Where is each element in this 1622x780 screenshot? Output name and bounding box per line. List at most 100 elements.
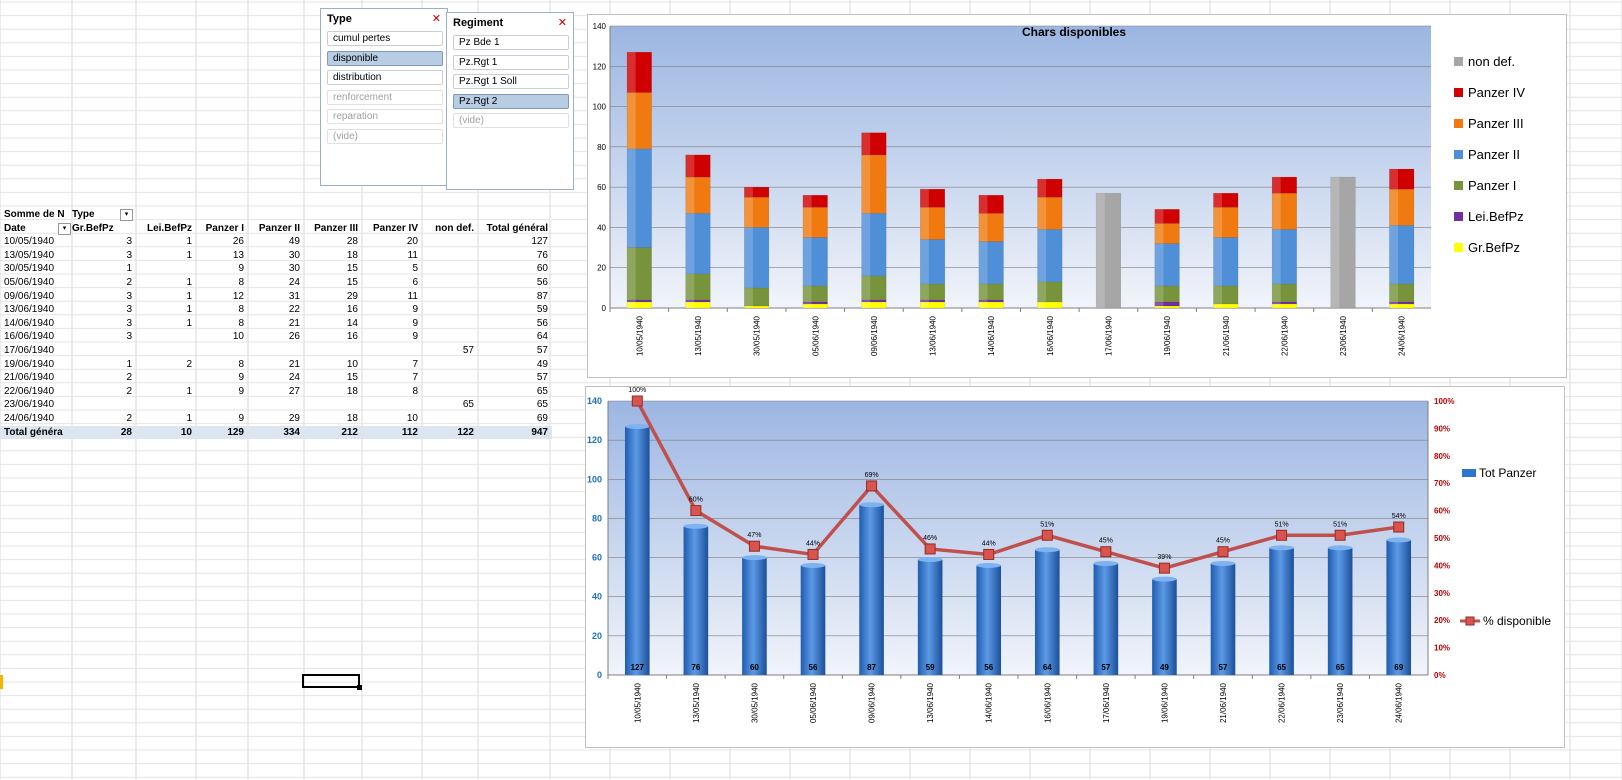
pivot-row-label[interactable]: 22/06/1940: [4, 385, 55, 397]
pivot-value-cell[interactable]: 13: [232, 249, 244, 261]
pivot-value-label[interactable]: Somme de N: [4, 209, 65, 220]
pivot-value-cell[interactable]: 16: [346, 331, 358, 343]
pivot-value-cell[interactable]: 59: [536, 304, 548, 316]
pivot-value-cell[interactable]: 69: [536, 413, 548, 424]
slicer-item[interactable]: Pz.Rgt 1: [453, 54, 569, 70]
pivot-row-field[interactable]: Date: [4, 222, 26, 234]
pivot-value-cell[interactable]: 27: [288, 385, 300, 397]
pivot-value-cell[interactable]: 9: [238, 372, 244, 384]
pivot-value-cell[interactable]: 8: [238, 277, 244, 288]
pivot-value-cell[interactable]: 24: [288, 277, 300, 288]
pivot-value-cell[interactable]: 2: [186, 358, 192, 370]
pivot-value-cell[interactable]: 3: [126, 249, 132, 261]
pivot-value-cell[interactable]: [136, 371, 192, 384]
pivot-row-label[interactable]: 30/05/1940: [4, 263, 55, 275]
pivot-value-cell[interactable]: 1: [186, 249, 192, 261]
pivot-value-cell[interactable]: 11: [407, 290, 418, 302]
pivot-value-cell[interactable]: [362, 344, 418, 357]
pivot-value-cell[interactable]: [422, 371, 474, 384]
pivot-row-label[interactable]: 05/06/1940: [4, 277, 55, 288]
pivot-value-cell[interactable]: [422, 262, 474, 275]
tot-panzer-chart[interactable]: 0 20 40 60 80 100 120 140 0% 10% 20% 30% 40% 50% 60% 70…: [585, 386, 1565, 748]
sort-dropdown-icon[interactable]: ▾: [58, 222, 71, 235]
pivot-value-cell[interactable]: 2: [126, 413, 132, 424]
pivot-value-cell[interactable]: [422, 235, 474, 248]
pivot-total-cell[interactable]: 28: [120, 426, 132, 438]
pivot-column-header[interactable]: Total général: [486, 222, 549, 234]
slicer-item[interactable]: Pz Bde 1: [453, 35, 569, 50]
pivot-value-cell[interactable]: [422, 330, 474, 343]
pivot-value-cell[interactable]: 31: [288, 290, 300, 302]
pivot-value-cell[interactable]: [136, 330, 192, 343]
pivot-value-cell[interactable]: 5: [412, 263, 418, 275]
pivot-value-cell[interactable]: 1: [186, 317, 192, 329]
pivot-row-label[interactable]: 16/06/1940: [4, 331, 55, 343]
slicer-item[interactable]: (vide): [327, 128, 443, 144]
pivot-value-cell[interactable]: 3: [126, 317, 132, 329]
pivot-value-cell[interactable]: 49: [288, 236, 300, 248]
pivot-row-label[interactable]: 23/06/1940: [4, 399, 55, 411]
pivot-total-cell[interactable]: 212: [341, 426, 358, 438]
slicer-item[interactable]: Pz.Rgt 2: [453, 93, 569, 109]
pivot-value-cell[interactable]: 1: [186, 236, 192, 248]
pivot-value-cell[interactable]: 7: [412, 372, 418, 384]
pivot-value-cell[interactable]: [362, 398, 418, 411]
pivot-value-cell[interactable]: 22: [288, 304, 300, 316]
pivot-value-cell[interactable]: 1: [186, 385, 192, 397]
pivot-value-cell[interactable]: 65: [462, 399, 474, 411]
active-cell[interactable]: [302, 674, 360, 688]
pivot-value-cell[interactable]: 8: [238, 304, 244, 316]
pivot-value-cell[interactable]: [136, 262, 192, 275]
pivot-row-label[interactable]: 09/06/1940: [4, 290, 55, 302]
pivot-value-cell[interactable]: 26: [232, 236, 244, 248]
pivot-value-cell[interactable]: 65: [536, 399, 548, 411]
pivot-column-header[interactable]: Panzer IV: [372, 222, 418, 234]
pivot-value-cell[interactable]: 64: [536, 331, 548, 343]
pivot-column-header[interactable]: Panzer III: [314, 222, 358, 234]
pivot-value-cell[interactable]: 1: [186, 277, 192, 288]
pivot-value-cell[interactable]: [304, 398, 358, 411]
pivot-value-cell[interactable]: [422, 303, 474, 316]
pivot-value-cell[interactable]: 21: [288, 358, 300, 370]
pivot-column-header[interactable]: Panzer I: [205, 222, 244, 234]
pivot-value-cell[interactable]: [422, 249, 474, 262]
pivot-value-cell[interactable]: [422, 290, 474, 303]
pivot-total-cell[interactable]: 129: [227, 426, 244, 438]
pivot-row-label[interactable]: 17/06/1940: [4, 345, 55, 356]
pivot-value-cell[interactable]: 28: [346, 236, 358, 248]
pivot-value-cell[interactable]: 1: [186, 413, 192, 424]
slicer-item[interactable]: reparation: [327, 109, 443, 124]
pivot-row-label[interactable]: 10/05/1940: [4, 236, 55, 248]
pivot-value-cell[interactable]: [248, 398, 300, 411]
pivot-value-cell[interactable]: [304, 344, 358, 357]
pivot-value-cell[interactable]: 15: [346, 277, 358, 288]
pivot-value-cell[interactable]: [136, 344, 192, 357]
clear-filter-icon[interactable]: ✕: [557, 17, 567, 29]
pivot-value-cell[interactable]: 57: [462, 345, 474, 356]
pivot-value-cell[interactable]: 6: [412, 277, 418, 288]
pivot-total-cell[interactable]: 112: [401, 426, 418, 438]
pivot-column-header[interactable]: Lei.BefPz: [146, 222, 192, 234]
filter-dropdown-icon[interactable]: ▾: [120, 209, 133, 221]
pivot-value-cell[interactable]: 10: [406, 413, 418, 424]
pivot-value-cell[interactable]: 57: [536, 345, 548, 356]
slicer-item[interactable]: (vide): [453, 113, 569, 128]
pivot-total-cell[interactable]: 334: [283, 426, 300, 438]
pivot-total-label[interactable]: Total généra: [4, 426, 63, 438]
pivot-value-cell[interactable]: 65: [536, 385, 548, 397]
pivot-value-cell[interactable]: 9: [412, 304, 418, 316]
pivot-value-cell[interactable]: 3: [126, 331, 132, 343]
pivot-total-cell[interactable]: 10: [180, 426, 192, 438]
pivot-value-cell[interactable]: 24: [288, 372, 300, 384]
pivot-value-cell[interactable]: 56: [536, 317, 548, 329]
pivot-value-cell[interactable]: 16: [346, 304, 358, 316]
pivot-value-cell[interactable]: 15: [346, 372, 358, 384]
pivot-value-cell[interactable]: [136, 398, 192, 411]
clear-filter-icon[interactable]: ✕: [431, 13, 441, 25]
pivot-value-cell[interactable]: 18: [346, 385, 358, 397]
pivot-value-cell[interactable]: [72, 344, 132, 357]
pivot-total-cell[interactable]: 947: [531, 426, 548, 438]
pivot-value-cell[interactable]: [422, 276, 474, 289]
pivot-value-cell[interactable]: [72, 398, 132, 411]
pivot-value-cell[interactable]: 2: [126, 372, 132, 384]
